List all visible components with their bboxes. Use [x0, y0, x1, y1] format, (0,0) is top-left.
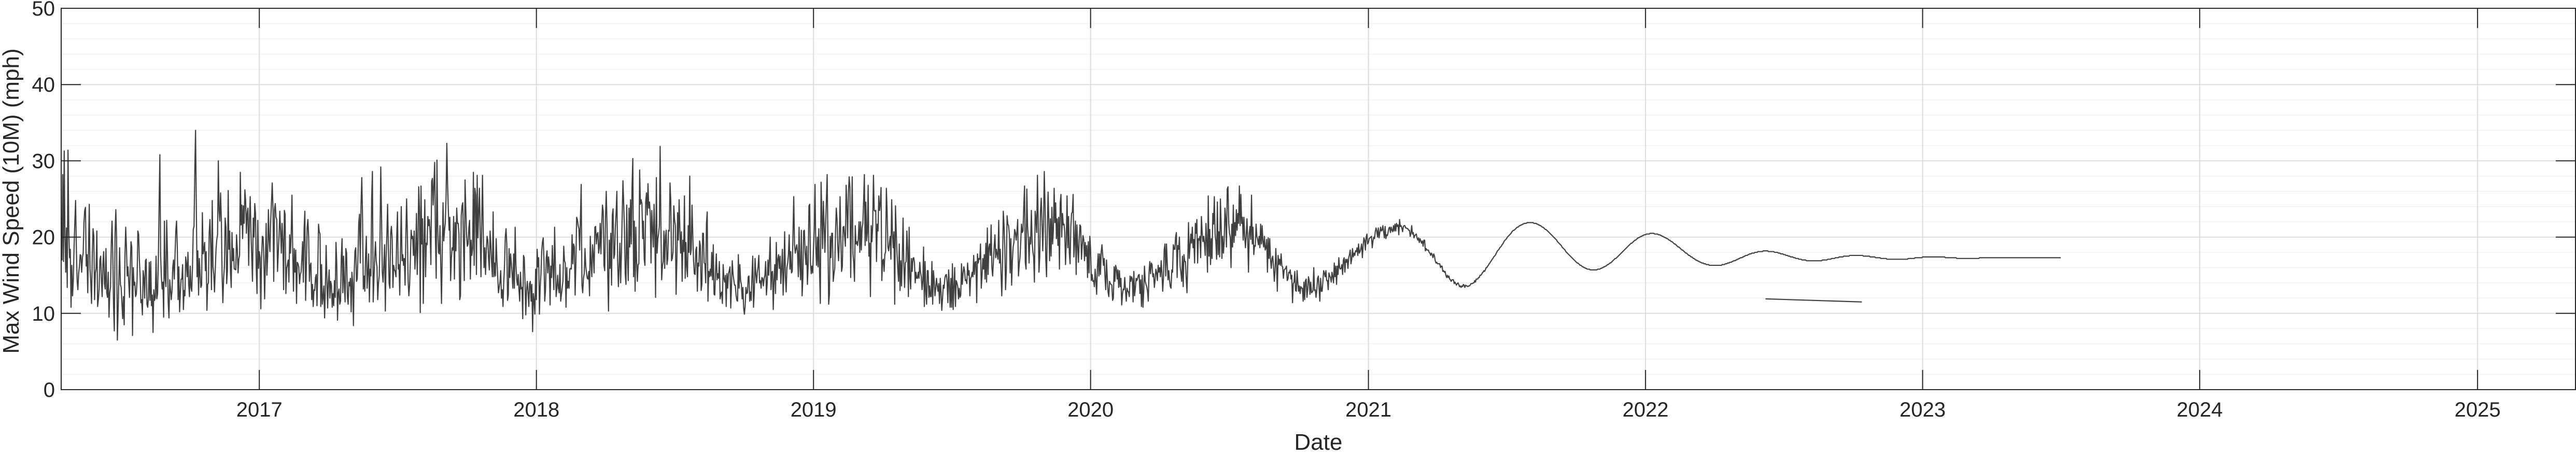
series-line	[60, 130, 2061, 341]
x-tick-label: 2024	[2177, 398, 2223, 421]
x-tick-label: 2020	[1067, 398, 1114, 421]
x-tick-label: 2021	[1345, 398, 1391, 421]
grid-layer	[61, 8, 2575, 390]
x-tick-label: 2022	[1623, 398, 1669, 421]
x-axis-title: Date	[1294, 430, 1343, 454]
x-tick-label: 2019	[791, 398, 837, 421]
ticks-layer: 0 10 20 30 40 50 2017 2018 2019 2020 2021 2022 2023 2…	[32, 0, 2575, 421]
plot-box	[61, 8, 2576, 390]
axes-layer	[61, 8, 2576, 390]
y-tick-label: 10	[32, 303, 55, 325]
x-tick-label: 2017	[236, 398, 283, 421]
x-tick-label: 2025	[2455, 398, 2501, 421]
y-tick-label: 20	[32, 226, 55, 249]
x-tick-label: 2018	[513, 398, 559, 421]
y-tick-label: 0	[44, 379, 55, 402]
y-axis-title: Max Wind Speed (10M) (mph)	[0, 48, 24, 353]
gap-segment-line	[1765, 298, 1862, 303]
x-tick-label: 2023	[1899, 398, 1946, 421]
y-tick-label: 40	[32, 74, 55, 96]
data-layer	[60, 130, 2061, 341]
y-tick-label: 50	[32, 0, 55, 20]
y-tick-label: 30	[32, 150, 55, 173]
